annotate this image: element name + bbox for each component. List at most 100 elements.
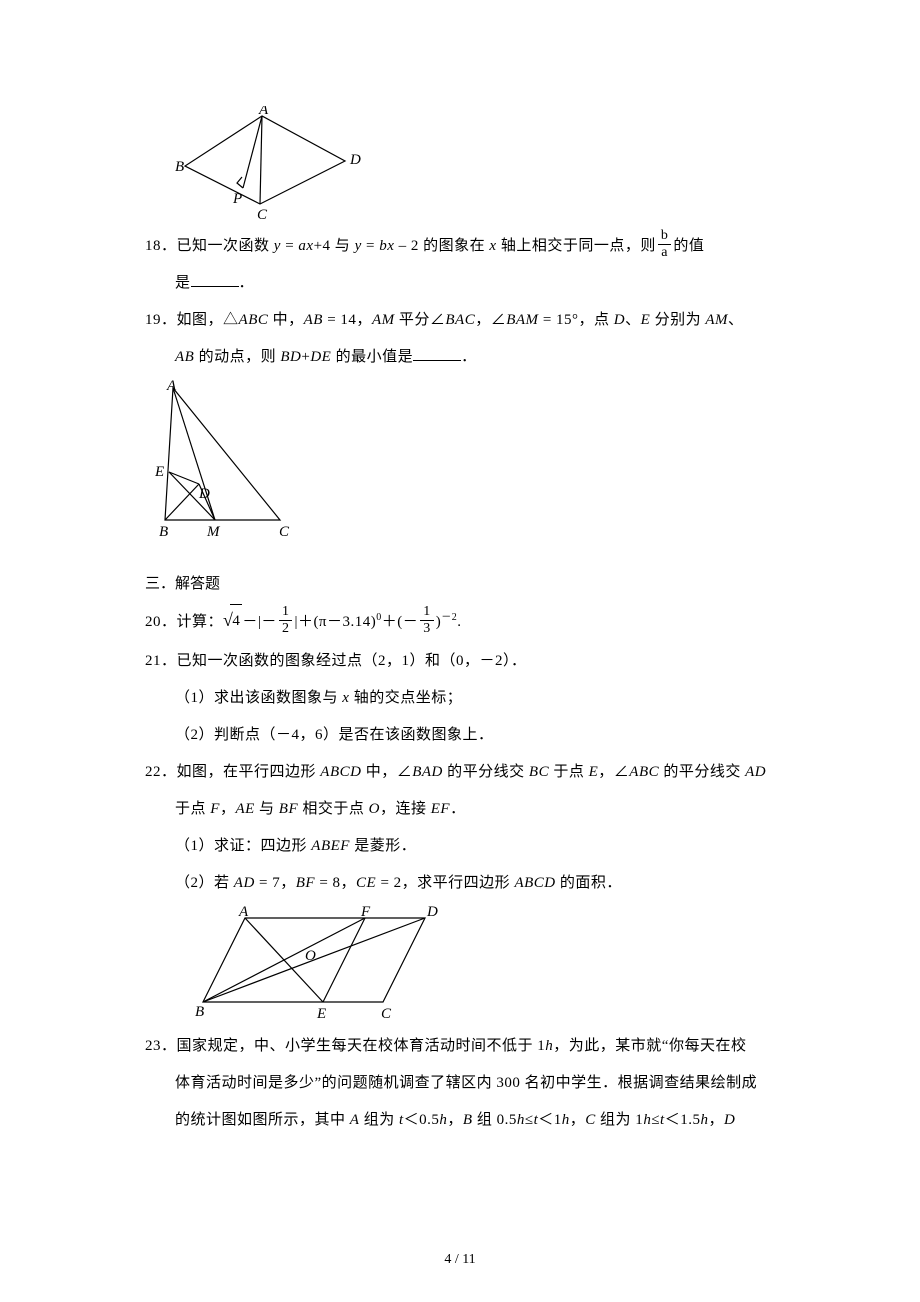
q22-l2f: ． <box>450 801 466 817</box>
q23-l3h: ， <box>570 1112 586 1128</box>
q19-blank <box>413 346 461 361</box>
q19-b: 中， <box>268 312 303 328</box>
q21-num: 21． <box>145 653 177 669</box>
q19-DE: DE <box>310 349 331 365</box>
q19-D: D <box>614 312 625 328</box>
section-3-heading: 三．解答题 <box>145 572 790 593</box>
q22-p1a: 求证：四边形 <box>214 838 311 854</box>
q22-BF: BF <box>279 801 298 817</box>
q22-p1-label: （1） <box>175 838 214 854</box>
q21-l1: 已知一次函数的图象经过点（2，1）和（0，－2）． <box>177 653 527 669</box>
q18-frac-n: b <box>658 229 672 245</box>
q19-a: 如图，△ <box>177 312 239 328</box>
q22-AE: AE <box>235 801 254 817</box>
q21-p2t: 判断点（－4，6）是否在该函数图象上． <box>214 727 494 743</box>
q20-period: . <box>457 614 461 630</box>
label-D: D <box>349 152 361 168</box>
q19-plus: + <box>301 349 310 365</box>
f19-A: A <box>166 380 177 394</box>
q18-frac: ba <box>658 229 672 260</box>
q19-l2b: 的动点，则 <box>194 349 280 365</box>
q19-f: 、 <box>728 312 744 328</box>
q23-l3c: ＜0.5 <box>404 1112 440 1128</box>
q23-l3e: 组 0.5 <box>473 1112 517 1128</box>
q18-bx: bx <box>379 238 394 254</box>
q19-d: 、 <box>625 312 641 328</box>
q22-BAD: BAD <box>412 764 443 780</box>
q23-l3d: ， <box>447 1112 463 1128</box>
q22-p2-ABCD: ABCD <box>514 875 555 891</box>
triangle-svg: A B C M E D <box>155 380 300 542</box>
q22-p2-end: 的面积． <box>556 875 622 891</box>
q23-l3a: 的统计图如图所示，其中 <box>175 1112 350 1128</box>
q18-period: ． <box>239 275 255 291</box>
q22-p2-2: = 2，求平行四边形 <box>376 875 514 891</box>
q22-p2-AD: AD <box>234 875 255 891</box>
q21-p2: （2）判断点（－4，6）是否在该函数图象上． <box>145 719 790 752</box>
q23-line3: 的统计图如图所示，其中 A 组为 t＜0.5h，B 组 0.5h≤t＜1h，C … <box>145 1104 790 1137</box>
page: A B C D P 18．已知一次函数 y = ax+4 与 y = bx – … <box>0 0 920 1302</box>
q19-BAM: BAM <box>506 312 538 328</box>
q22-EF: EF <box>431 801 450 817</box>
figure-q19: A B C M E D <box>155 380 790 542</box>
q20-f2d: 3 <box>420 621 434 636</box>
q19-line2: AB 的动点，则 BD+DE 的最小值是． <box>145 341 790 374</box>
q22-p2-7: = 7， <box>255 875 296 891</box>
figure-q17: A B C D P <box>175 106 790 224</box>
q18-p4: +4 与 <box>314 238 355 254</box>
q23-D: D <box>724 1112 735 1128</box>
f19-B: B <box>159 524 168 540</box>
q19-period: ． <box>461 349 477 365</box>
rhombus-svg: A B C D P <box>175 106 375 224</box>
q19-c: 平分∠ <box>395 312 446 328</box>
q22-p1-ABEF: ABEF <box>311 838 350 854</box>
q18-t1: 已知一次函数 <box>177 238 274 254</box>
q18-x: x <box>489 238 496 254</box>
q19: 19．如图，△ABC 中，AB = 14，AM 平分∠BAC，∠BAM = 15… <box>145 304 790 337</box>
f22-F: F <box>360 906 371 920</box>
q22-l2e: ，连接 <box>380 801 431 817</box>
q20-f1n: 1 <box>279 605 293 621</box>
q19-e: 分别为 <box>650 312 705 328</box>
q23-l3j: ≤ <box>651 1112 660 1128</box>
q23-l3g: ＜1 <box>538 1112 562 1128</box>
q21-p1: （1）求出该函数图象与 x 轴的交点坐标； <box>145 682 790 715</box>
q20-m1: －|－ <box>242 614 277 630</box>
q20-e2: －2 <box>441 612 457 623</box>
q22-line2: 于点 F，AE 与 BF 相交于点 O，连接 EF． <box>145 793 790 826</box>
q20-f1d: 2 <box>279 621 293 636</box>
q22-p2: （2）若 AD = 7，BF = 8，CE = 2，求平行四边形 ABCD 的面… <box>145 867 790 900</box>
q19-num: 19． <box>145 312 177 328</box>
f22-B: B <box>195 1004 204 1020</box>
q22-p1b: 是菱形． <box>350 838 416 854</box>
f22-O: O <box>305 948 316 964</box>
q22-l1e: ，∠ <box>598 764 629 780</box>
f22-A: A <box>238 906 249 920</box>
q22-l2b: ， <box>220 801 236 817</box>
q18-eq1: = <box>281 238 298 254</box>
q20-num: 20． <box>145 614 177 630</box>
q22-AD: AD <box>745 764 766 780</box>
q18-end: 的值 <box>673 238 704 254</box>
parallelogram-svg: A F D B E C O <box>195 906 445 1024</box>
q19-AM2: AM <box>705 312 728 328</box>
q22-l1c: 的平分线交 <box>443 764 529 780</box>
q22-O: O <box>369 801 380 817</box>
q22-l1d: 于点 <box>549 764 589 780</box>
f19-M: M <box>206 524 221 540</box>
q23-h3: h <box>562 1112 570 1128</box>
q19-BAC: BAC <box>445 312 475 328</box>
q23-l3k: ＜1.5 <box>665 1112 701 1128</box>
f22-E: E <box>316 1006 326 1022</box>
q22: 22．如图，在平行四边形 ABCD 中，∠BAD 的平分线交 BC 于点 E，∠… <box>145 756 790 789</box>
q22-p1: （1）求证：四边形 ABEF 是菱形． <box>145 830 790 863</box>
q22-E: E <box>589 764 599 780</box>
q22-ABCD: ABCD <box>320 764 361 780</box>
q22-l1f: 的平分线交 <box>659 764 745 780</box>
q22-num: 22． <box>145 764 177 780</box>
q23-A: A <box>350 1112 360 1128</box>
q18-num: 18． <box>145 238 177 254</box>
q20-radval: 4 <box>230 604 242 638</box>
q22-p2a: 若 <box>214 875 234 891</box>
q23-l2: 体育活动时间是多少”的问题随机调查了辖区内 300 名初中学生．根据调查结果绘制… <box>175 1075 757 1091</box>
